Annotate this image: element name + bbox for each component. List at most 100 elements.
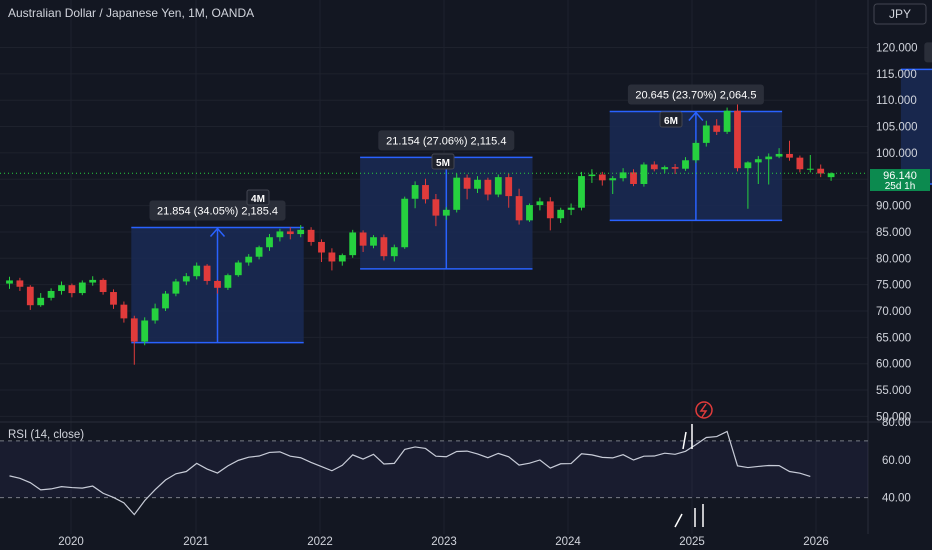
candle-body (515, 196, 523, 221)
price-axis-tick: 115.000 (876, 69, 917, 81)
candle-body (411, 185, 419, 199)
candle-body (162, 293, 169, 309)
candle-body (557, 209, 565, 219)
measurement-layer (131, 68, 932, 344)
price-axis-tick: 110.000 (876, 95, 917, 107)
candle-body (172, 281, 180, 294)
time-axis-tick: 2025 (679, 536, 705, 548)
candle-body (661, 167, 669, 170)
candle-body (453, 177, 461, 210)
candle-body (78, 282, 86, 294)
time-axis-tick: 2026 (803, 536, 829, 548)
candle-body (806, 168, 814, 170)
candle-body (578, 176, 585, 208)
candle-body (682, 160, 689, 169)
candle-body (276, 231, 284, 238)
time-axis-tick: 2023 (431, 536, 457, 548)
overlay-layer: 21.854 (34.05%) 2,185.4 21.154 (27.06%) 2… (0, 42, 932, 528)
candle-body (422, 185, 429, 200)
price-axis-tick: 60.000 (876, 359, 911, 371)
rsi-axis-tick: 60.00 (882, 455, 911, 467)
candle-body (494, 177, 502, 195)
candle-body (723, 110, 731, 132)
candle-body (214, 280, 221, 288)
price-axis-tick: 75.000 (876, 280, 911, 292)
measure-label: 20.645 (23.70%) 2,064.5 (635, 90, 756, 102)
currency-button[interactable]: JPY (889, 7, 911, 21)
lightning-icon (699, 403, 708, 418)
draw-tick (674, 513, 683, 528)
measure-label: 21.854 (34.05%) 2,185.4 (157, 205, 278, 217)
candle-body (141, 320, 149, 342)
current-price-tag (870, 169, 930, 191)
candle-body (546, 201, 554, 219)
period-marker-bg (659, 111, 683, 128)
candle-body (786, 153, 793, 158)
candle-body (307, 229, 315, 242)
candle-body (484, 179, 492, 195)
candle-body (754, 159, 762, 163)
currency-button-frame[interactable] (873, 3, 927, 25)
candle-body (526, 205, 533, 221)
rsi-line (9, 430, 811, 516)
period-marker: 4M (251, 194, 265, 205)
price-axis-tick: 105.000 (876, 122, 918, 134)
candle-body (338, 255, 346, 262)
candle-body (734, 110, 741, 169)
time-axis-tick: 2022 (307, 536, 333, 548)
period-marker-bg (431, 153, 455, 170)
candle-body (630, 172, 637, 184)
price-axis-tick: 100.000 (876, 148, 918, 160)
axis-layer: 120.000115.000110.000105.000100.00095.00… (58, 43, 917, 549)
candle-body (380, 237, 388, 257)
candle-body (619, 172, 627, 179)
measure-arrow-head (688, 111, 704, 122)
period-marker: 6M (664, 116, 678, 127)
candles-layer (6, 103, 835, 365)
candle-body (297, 229, 305, 235)
candle-body (650, 164, 658, 170)
candle-body (68, 285, 76, 294)
candle-body (359, 232, 367, 246)
candle-body (120, 304, 128, 319)
time-axis-tick: 2024 (555, 536, 581, 548)
candle-body (349, 232, 357, 256)
measure-arrow-head (209, 227, 226, 237)
period-marker: 5M (436, 158, 450, 169)
price-axis-tick: 65.000 (876, 332, 911, 344)
candle-body (765, 156, 773, 160)
event-icon (695, 401, 713, 419)
current-price-value: 96.140 (883, 170, 917, 182)
candle-body (796, 157, 804, 170)
candle-body (442, 209, 450, 216)
candle-body (6, 280, 13, 284)
candle-body (58, 285, 65, 291)
measure-label: 21.154 (27.06%) 2,115.4 (386, 135, 506, 147)
candle-body (567, 207, 575, 210)
candle-body (151, 308, 159, 321)
candle-body (234, 262, 242, 276)
candle-body (37, 297, 45, 306)
candle-body (255, 247, 263, 257)
measure-label-bg (627, 84, 764, 105)
candle-body (286, 231, 294, 235)
candle-body (827, 173, 835, 178)
price-axis-tick: 120.000 (876, 43, 918, 55)
time-axis-tick: 2020 (58, 536, 84, 548)
candle-body (266, 237, 273, 248)
candle-body (598, 174, 606, 181)
rsi-title: RSI (14, close) (8, 429, 84, 441)
price-axis-tick: 85.000 (876, 227, 911, 239)
candle-body (47, 290, 55, 298)
candle-body (702, 125, 710, 143)
candle-body (89, 279, 97, 283)
candle-body (328, 252, 336, 262)
current-price-countdown: 25d 1h (885, 181, 916, 192)
candle-body (182, 276, 190, 282)
measure-label-bg (924, 42, 932, 63)
candle-body (110, 292, 117, 305)
candle-body (130, 318, 138, 342)
candle-body (474, 179, 481, 189)
candle-body (817, 168, 825, 174)
